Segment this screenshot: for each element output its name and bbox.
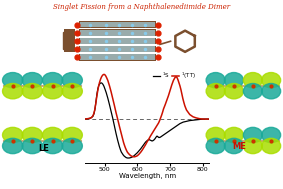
Bar — [80, 38, 156, 44]
Ellipse shape — [224, 127, 243, 143]
Bar — [80, 46, 156, 53]
Ellipse shape — [62, 138, 82, 154]
Ellipse shape — [3, 127, 23, 143]
Ellipse shape — [243, 73, 262, 88]
Ellipse shape — [206, 138, 225, 154]
Legend: $^1$S, $^1$(TT): $^1$S, $^1$(TT) — [151, 69, 198, 84]
Ellipse shape — [22, 138, 42, 154]
Ellipse shape — [243, 84, 262, 99]
Ellipse shape — [3, 73, 23, 88]
Ellipse shape — [261, 127, 281, 143]
Ellipse shape — [224, 84, 243, 99]
Bar — [80, 54, 155, 60]
Bar — [80, 38, 155, 44]
Bar — [80, 21, 156, 28]
Bar — [64, 29, 76, 52]
Ellipse shape — [62, 84, 82, 99]
Ellipse shape — [22, 84, 42, 99]
Text: LE: LE — [38, 144, 49, 153]
Ellipse shape — [42, 138, 63, 154]
Ellipse shape — [206, 127, 225, 143]
Ellipse shape — [224, 73, 243, 88]
Bar — [63, 32, 65, 49]
Ellipse shape — [206, 73, 225, 88]
Bar — [80, 54, 156, 61]
Ellipse shape — [243, 138, 262, 154]
Ellipse shape — [62, 73, 82, 88]
Ellipse shape — [22, 73, 42, 88]
Ellipse shape — [42, 127, 63, 143]
Bar — [80, 29, 156, 36]
Ellipse shape — [3, 84, 23, 99]
Bar — [80, 46, 155, 52]
Text: Singlet Fission from a Naphthalenediimide Dimer: Singlet Fission from a Naphthalenediimid… — [53, 3, 230, 11]
Ellipse shape — [243, 127, 262, 143]
Ellipse shape — [224, 138, 243, 154]
Ellipse shape — [42, 84, 63, 99]
Bar — [80, 22, 155, 27]
Text: ME: ME — [232, 142, 246, 151]
Ellipse shape — [22, 127, 42, 143]
Ellipse shape — [261, 138, 281, 154]
Bar — [80, 30, 155, 36]
Ellipse shape — [261, 73, 281, 88]
X-axis label: Wavelength, nm: Wavelength, nm — [119, 173, 176, 179]
Ellipse shape — [206, 84, 225, 99]
Ellipse shape — [3, 138, 23, 154]
Ellipse shape — [42, 73, 63, 88]
Ellipse shape — [62, 127, 82, 143]
Ellipse shape — [261, 84, 281, 99]
